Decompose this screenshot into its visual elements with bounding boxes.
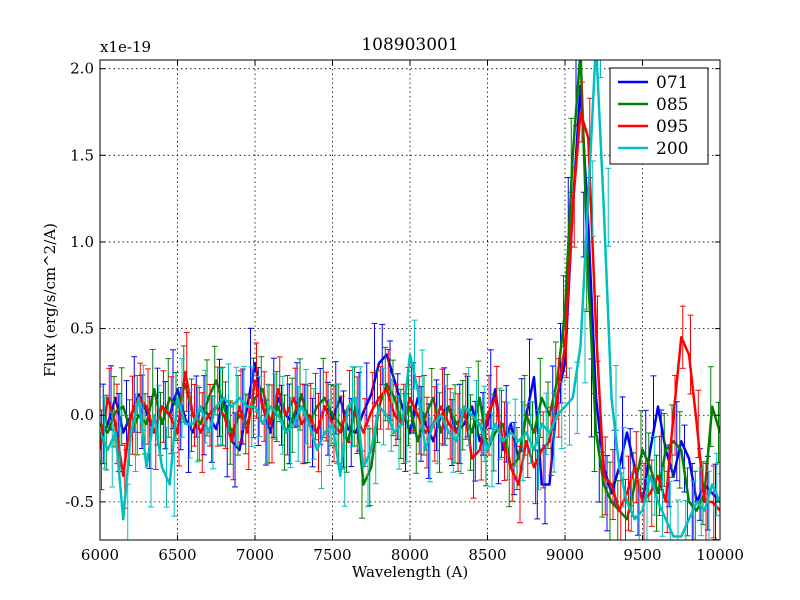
chart-title: 108903001 [361,35,458,55]
ticks: 6000 6500 7000 7500 8000 8500 9000 9500 10000 -0.… [65,60,744,564]
legend-label: 095 [656,117,688,137]
series-line [100,110,720,512]
series-200 [100,60,720,540]
x-tick-label: 6000 [81,546,119,564]
y-tick-label: 1.5 [70,146,94,164]
legend-label: 085 [656,95,688,115]
x-axis-label: Wavelength (A) [352,563,468,581]
y-tick-label: 2.0 [70,60,94,78]
x-tick-label: 10000 [696,546,744,564]
series-line [100,60,720,538]
y-scale-label: x1e-19 [100,38,151,56]
x-tick-label: 8000 [391,546,429,564]
y-axis-label: Flux (erg/s/cm^2/A) [41,223,59,377]
x-tick-label: 7500 [313,546,351,564]
series-095 [100,81,720,540]
y-tick-label: 1.0 [70,233,94,251]
series-line [100,84,720,504]
x-tick-label: 9500 [623,546,661,564]
series-group [100,60,720,540]
y-tick-label: 0.0 [70,406,94,424]
y-tick-label: 0.5 [70,320,94,338]
x-tick-label: 8500 [468,546,506,564]
x-tick-label: 6500 [158,546,196,564]
legend-label: 200 [656,139,688,159]
legend-label: 071 [656,73,688,93]
x-tick-label: 7000 [236,546,274,564]
y-tick-label: -0.5 [65,493,94,511]
x-tick-label: 9000 [546,546,584,564]
